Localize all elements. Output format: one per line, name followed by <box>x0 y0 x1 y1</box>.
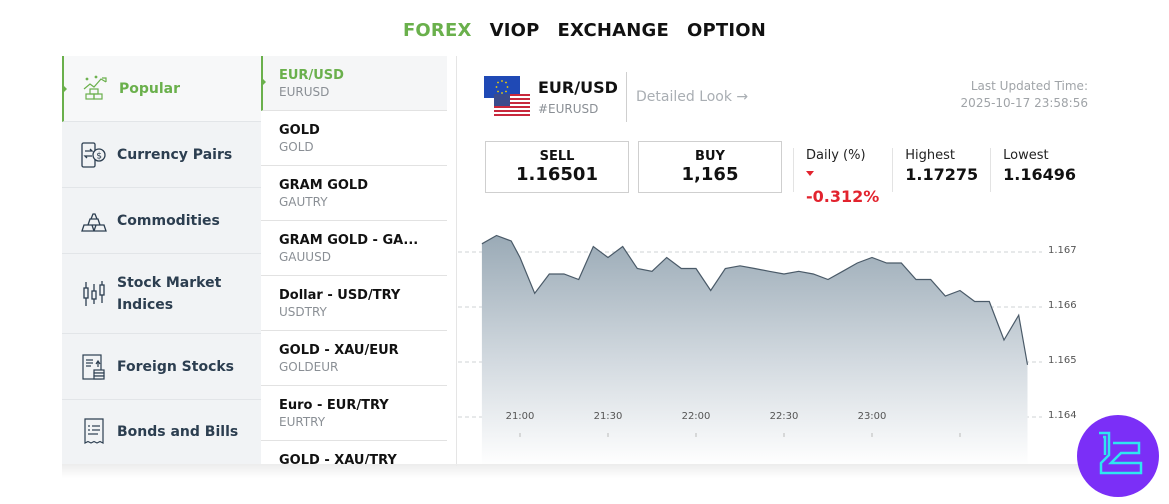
receipt-icon <box>79 417 109 447</box>
sidebar-item-commodities[interactable]: Commodities <box>62 188 261 254</box>
price-stats: Daily (%) -0.312% Highest 1.17275 Lowest… <box>793 148 1088 206</box>
buy-button[interactable]: BUY 1,165 <box>638 141 782 193</box>
tab-viop[interactable]: VIOP <box>489 20 540 41</box>
instrument-title: GRAM GOLD <box>279 178 369 193</box>
sidebar-item-bonds-and-bills[interactable]: Bonds and Bills <box>62 400 261 464</box>
instrument-title: EUR/USD <box>279 68 344 83</box>
instrument-title: Euro - EUR/TRY <box>279 398 389 413</box>
list-item-goldeur[interactable]: GOLD - XAU/EUR GOLDEUR <box>261 331 447 386</box>
buy-price: 1,165 <box>681 164 739 185</box>
highest-value: 1.17275 <box>905 165 979 184</box>
sidebar-item-label: Currency Pairs <box>117 146 233 163</box>
instrument-detail: EUR/USD #EURUSD Detailed Look → Last Upd… <box>458 56 1088 466</box>
tab-exchange[interactable]: EXCHANGE <box>557 20 669 41</box>
x-axis-label: 21:30 <box>593 411 623 422</box>
instrument-name: EUR/USD <box>538 78 618 97</box>
highest: Highest 1.17275 <box>892 148 990 192</box>
instrument-code: EURTRY <box>279 415 326 429</box>
sidebar-item-stock-market-indices[interactable]: Stock Market Indices <box>62 254 261 334</box>
sell-label: SELL <box>539 149 575 164</box>
lowest-label: Lowest <box>1003 148 1049 163</box>
brand-logo <box>1077 415 1159 497</box>
instrument-code: EURUSD <box>279 85 330 99</box>
sell-button[interactable]: SELL 1.16501 <box>485 141 629 193</box>
daily-change: Daily (%) -0.312% <box>793 148 892 206</box>
instrument-code: GOLDEUR <box>279 360 339 374</box>
sidebar-item-foreign-stocks[interactable]: Foreign Stocks <box>62 334 261 400</box>
logo-icon <box>1099 431 1143 475</box>
list-item-eurusd[interactable]: EUR/USD EURUSD <box>261 56 447 111</box>
list-item-usdtry[interactable]: Dollar - USD/TRY USDTRY <box>261 276 447 331</box>
currency-flags <box>484 76 532 118</box>
x-axis-label: 22:00 <box>681 411 711 422</box>
list-item-goldtry[interactable]: GOLD - XAU/TRY <box>261 441 447 466</box>
last-updated-value: 2025-10-17 23:58:56 <box>960 96 1088 110</box>
list-item-gram-gold-gauusd[interactable]: GRAM GOLD - GA... GAUUSD <box>261 221 447 276</box>
gold-bars-icon <box>79 206 109 236</box>
x-axis-label: 22:30 <box>769 411 799 422</box>
area-chart <box>458 234 1042 466</box>
daily-change-label: Daily (%) <box>806 148 866 163</box>
instrument-code: GOLD <box>279 140 314 154</box>
instrument-title: Dollar - USD/TRY <box>279 288 401 303</box>
detailed-look-link[interactable]: Detailed Look → <box>636 89 749 105</box>
list-item-gram-gold[interactable]: GRAM GOLD GAUTRY <box>261 166 447 221</box>
instrument-symbol: #EURUSD <box>538 102 599 116</box>
sidebar-item-popular[interactable]: Popular <box>62 56 261 122</box>
sidebar-item-label: Foreign Stocks <box>117 358 235 375</box>
eu-flag-icon <box>484 76 520 98</box>
last-updated: Last Updated Time: 2025-10-17 23:58:56 <box>961 78 1088 112</box>
sidebar-item-label: Commodities <box>117 212 220 229</box>
price-chart[interactable]: 1.167 1.166 1.165 1.164 21:00 21:30 22:00 22:3… <box>458 216 1088 466</box>
market-panel: Popular $ Currency Pairs Commodities <box>62 56 1088 466</box>
buy-label: BUY <box>695 149 725 164</box>
down-arrow-icon <box>806 171 814 176</box>
lowest-value: 1.16496 <box>1003 165 1076 184</box>
us-flag-icon <box>494 94 530 116</box>
candlestick-icon <box>79 279 109 309</box>
chart-area <box>481 235 1028 466</box>
lowest: Lowest 1.16496 <box>990 148 1088 192</box>
last-updated-label: Last Updated Time: <box>970 79 1088 93</box>
instrument-title: GOLD - XAU/EUR <box>279 343 399 358</box>
daily-change-value: -0.312% <box>806 187 880 206</box>
sidebar-item-label: Bonds and Bills <box>117 424 239 440</box>
x-axis-label: 23:00 <box>857 411 887 422</box>
list-item-eurtry[interactable]: Euro - EUR/TRY EURTRY <box>261 386 447 441</box>
list-item-gold[interactable]: GOLD GOLD <box>261 111 447 166</box>
instrument-code: GAUUSD <box>279 250 331 264</box>
tab-forex[interactable]: FOREX <box>402 20 472 41</box>
stock-document-icon <box>79 352 109 382</box>
y-axis-label: 1.166 <box>1048 300 1077 311</box>
currency-exchange-icon: $ <box>79 140 109 170</box>
y-axis-label: 1.165 <box>1048 355 1077 366</box>
category-sidebar: Popular $ Currency Pairs Commodities <box>62 56 261 464</box>
highest-label: Highest <box>905 148 955 163</box>
sidebar-item-label: Stock Market Indices <box>117 274 222 313</box>
x-axis-ticks <box>519 433 961 437</box>
y-axis-label: 1.167 <box>1048 245 1077 256</box>
instrument-title: GOLD <box>279 123 320 138</box>
divider <box>626 72 627 122</box>
sidebar-item-currency-pairs[interactable]: $ Currency Pairs <box>62 122 261 188</box>
instrument-list: EUR/USD EURUSD GOLD GOLD GRAM GOLD GAUTR… <box>261 56 457 466</box>
panel-shadow <box>62 464 1088 478</box>
instrument-code: USDTRY <box>279 305 327 319</box>
tab-option[interactable]: OPTION <box>687 20 767 41</box>
instrument-title: GRAM GOLD - GA... <box>279 233 419 248</box>
market-tabs: FOREX VIOP EXCHANGE OPTION <box>0 20 1169 41</box>
sidebar-item-label: Popular <box>119 80 181 97</box>
trending-gold-icon <box>81 74 111 104</box>
chart-line <box>481 234 1029 365</box>
sell-price: 1.16501 <box>516 164 598 185</box>
x-axis-label: 21:00 <box>505 411 535 422</box>
y-axis-label: 1.164 <box>1048 410 1077 421</box>
svg-text:$: $ <box>96 151 102 161</box>
instrument-code: GAUTRY <box>279 195 328 209</box>
